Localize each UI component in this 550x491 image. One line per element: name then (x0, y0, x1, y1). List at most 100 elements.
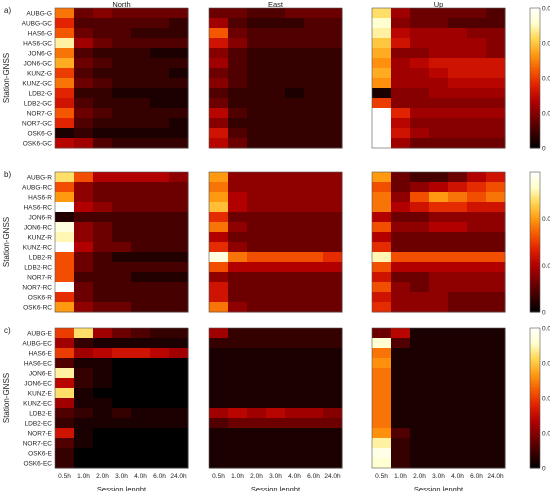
heatmap-cell (410, 252, 430, 263)
heatmap-cell (372, 118, 392, 129)
heatmap-cell (429, 418, 449, 429)
heatmap-cell (228, 408, 248, 419)
heatmap-cell (304, 68, 324, 79)
heatmap-cell (448, 28, 468, 39)
colorbar-segment (530, 131, 540, 135)
colorbar-segment (530, 288, 540, 292)
heatmap-cell (323, 272, 343, 283)
panel-title: Up (434, 0, 444, 9)
heatmap-cell (55, 338, 75, 349)
heatmap-cell (209, 302, 229, 313)
heatmap-cell (391, 398, 411, 409)
colorbar-segment (530, 82, 540, 86)
heatmap-cell (323, 458, 343, 469)
heatmap-cell (372, 328, 392, 339)
heatmap-cell (323, 88, 343, 99)
colorbar-segment (530, 186, 540, 189)
heatmap-cell (209, 118, 229, 129)
heatmap-cell (266, 358, 286, 369)
heatmap-cell (429, 282, 449, 293)
heatmap-cell (486, 118, 506, 129)
heatmap-cell (112, 282, 132, 293)
heatmap-cell (247, 262, 267, 273)
heatmap-cell (304, 88, 324, 99)
colorbar-segment (530, 351, 540, 355)
heatmap-cell (467, 418, 487, 429)
heatmap-cell (304, 418, 324, 429)
heatmap-cell (93, 252, 113, 263)
heatmap-cell (448, 428, 468, 439)
heatmap-cell (372, 368, 392, 379)
colorbar-segment (530, 349, 540, 352)
heatmap-cell (209, 358, 229, 369)
heatmap-cell (372, 192, 392, 203)
heatmap-cell (266, 58, 286, 69)
heatmap-cell (285, 138, 305, 149)
x-tick-label: 3.0h (432, 473, 445, 480)
heatmap-cell (372, 448, 392, 459)
heatmap-cell (285, 338, 305, 349)
heatmap-cell (112, 212, 132, 223)
panel-frame (208, 171, 343, 313)
heatmap-cell (486, 458, 506, 469)
x-tick-label: 0.5h (212, 473, 225, 480)
heatmap-cell (209, 368, 229, 379)
colorbar-segment (530, 451, 540, 455)
heatmap-cell (169, 138, 189, 149)
heatmap-cell (74, 138, 94, 149)
heatmap-cell (486, 378, 506, 389)
heatmap-cell (266, 378, 286, 389)
heatmap-cell (55, 272, 75, 283)
heatmap-cell (323, 8, 343, 19)
heatmap-cell (448, 292, 468, 303)
heatmap-cell (410, 58, 430, 69)
heatmap-cell (209, 48, 229, 59)
heatmap-cell (150, 212, 170, 223)
heatmap-cell (486, 28, 506, 39)
colorbar-segment (530, 412, 540, 415)
heatmap-cell (448, 328, 468, 339)
heatmap-cell (112, 378, 132, 389)
heatmap-cell (410, 172, 430, 183)
heatmap-cell (372, 428, 392, 439)
heatmap-cell (410, 38, 430, 49)
heatmap-cell (486, 38, 506, 49)
heatmap-cell (429, 88, 449, 99)
colorbar-segment (530, 134, 540, 137)
heatmap-cell (429, 292, 449, 303)
colorbar-segment (530, 379, 540, 383)
heatmap-cell (429, 18, 449, 29)
heatmap-cell (55, 348, 75, 359)
heatmap-cell (448, 212, 468, 223)
heatmap-cell (429, 78, 449, 89)
heatmap-cell (74, 328, 94, 339)
heatmap-cell (93, 398, 113, 409)
heatmap-cell (372, 242, 392, 253)
heatmap-cell (467, 192, 487, 203)
heatmap-cell (429, 388, 449, 399)
heatmap-cell (150, 38, 170, 49)
row-label: OSK6-GC (23, 141, 53, 148)
heatmap-cell (169, 262, 189, 273)
panel-frame (54, 7, 189, 149)
heatmap-cell (74, 378, 94, 389)
heatmap-cell (209, 428, 229, 439)
colorbar-segment (530, 339, 540, 343)
colorbar-segment (530, 228, 540, 231)
heatmap-cell (372, 348, 392, 359)
heatmap-cell (285, 202, 305, 213)
heatmap-cell (228, 48, 248, 59)
heatmap-cell (131, 78, 151, 89)
colorbar-segment (530, 209, 540, 213)
heatmap-cell (323, 222, 343, 233)
colorbar-segment (530, 183, 540, 187)
heatmap-cell (467, 202, 487, 213)
heatmap-cell (448, 418, 468, 429)
heatmap-cell (323, 118, 343, 129)
heatmap-cell (486, 358, 506, 369)
heatmap-cell (169, 172, 189, 183)
heatmap-cell (55, 398, 75, 409)
colorbar-segment (530, 263, 540, 266)
heatmap-cell (112, 28, 132, 39)
heatmap-cell (285, 282, 305, 293)
